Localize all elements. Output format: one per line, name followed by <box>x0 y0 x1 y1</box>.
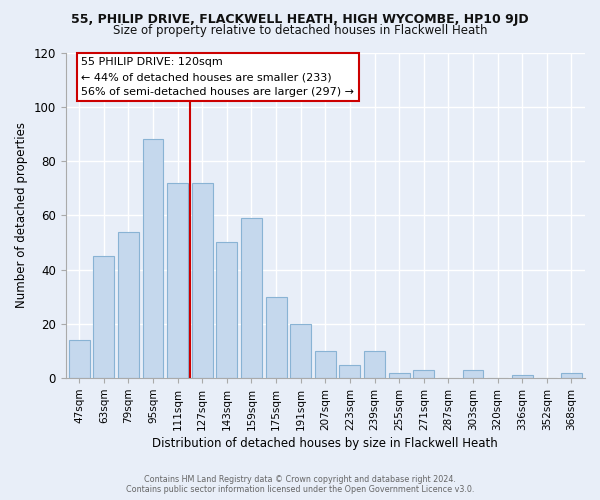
Bar <box>463 370 484 378</box>
Bar <box>118 232 139 378</box>
Text: Contains HM Land Registry data © Crown copyright and database right 2024.
Contai: Contains HM Land Registry data © Crown c… <box>126 474 474 494</box>
X-axis label: Distribution of detached houses by size in Flackwell Heath: Distribution of detached houses by size … <box>152 437 498 450</box>
Bar <box>340 364 361 378</box>
Bar <box>315 351 336 378</box>
Text: 55, PHILIP DRIVE, FLACKWELL HEATH, HIGH WYCOMBE, HP10 9JD: 55, PHILIP DRIVE, FLACKWELL HEATH, HIGH … <box>71 12 529 26</box>
Bar <box>94 256 114 378</box>
Bar <box>364 351 385 378</box>
Bar <box>290 324 311 378</box>
Bar <box>192 183 213 378</box>
Bar <box>389 373 410 378</box>
Bar <box>143 140 163 378</box>
Bar <box>241 218 262 378</box>
Bar <box>69 340 89 378</box>
Text: 55 PHILIP DRIVE: 120sqm
← 44% of detached houses are smaller (233)
56% of semi-d: 55 PHILIP DRIVE: 120sqm ← 44% of detache… <box>81 58 354 97</box>
Bar <box>217 242 238 378</box>
Y-axis label: Number of detached properties: Number of detached properties <box>15 122 28 308</box>
Bar <box>167 183 188 378</box>
Bar <box>266 297 287 378</box>
Bar <box>561 373 582 378</box>
Text: Size of property relative to detached houses in Flackwell Heath: Size of property relative to detached ho… <box>113 24 487 37</box>
Bar <box>413 370 434 378</box>
Bar <box>512 376 533 378</box>
